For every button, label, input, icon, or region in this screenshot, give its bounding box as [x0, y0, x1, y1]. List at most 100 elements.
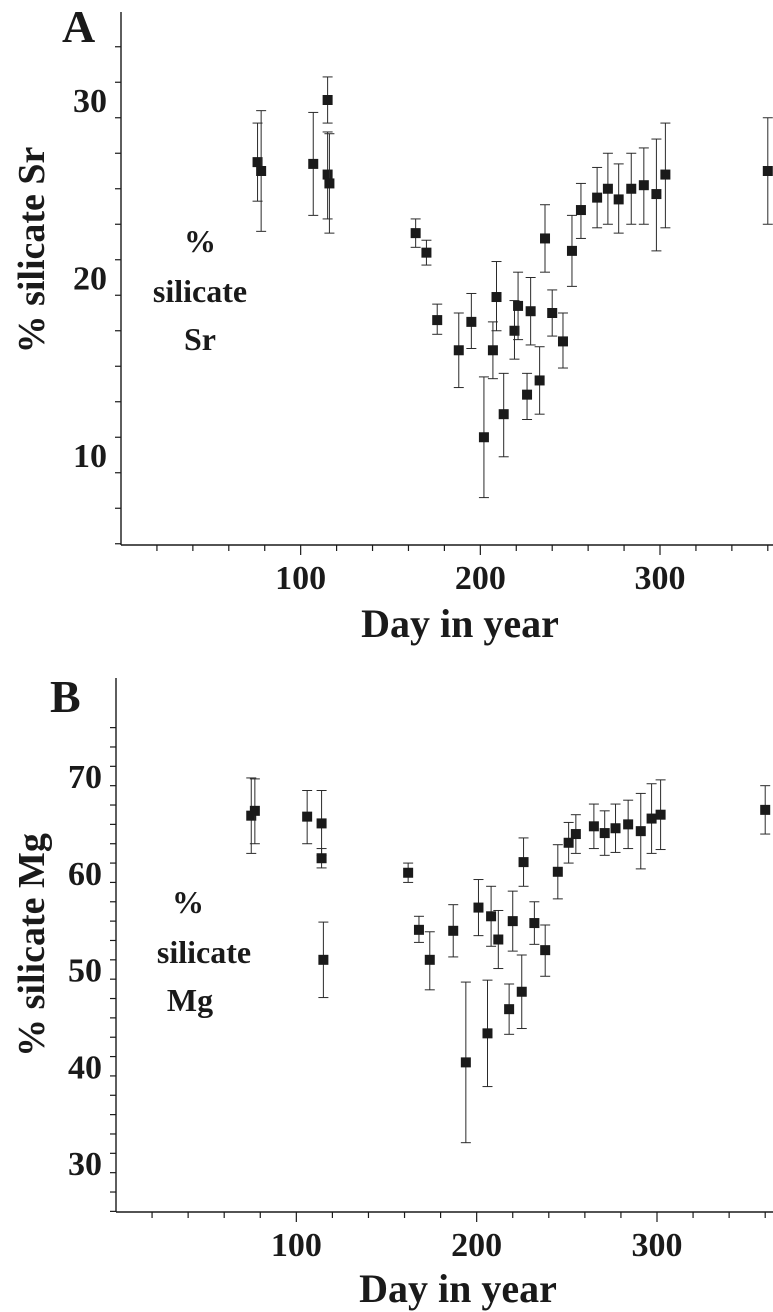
square-marker [413, 924, 424, 935]
square-marker [308, 158, 319, 169]
panel-a-x-tick-label: 200 [455, 560, 506, 597]
square-marker [602, 183, 613, 194]
panel-a-y-tick-label: 30 [73, 83, 107, 120]
panel-b-data-point [507, 890, 518, 952]
panel-b-annotation-line-3: Mg [167, 982, 213, 1018]
square-marker [613, 194, 624, 205]
panel-b-data-point [302, 790, 313, 845]
square-marker [534, 375, 545, 386]
square-marker [540, 233, 551, 244]
square-marker [509, 325, 520, 336]
panel-a-data-point [525, 277, 536, 346]
panel-b-data-point [403, 862, 414, 883]
square-marker [651, 189, 662, 200]
panel-b-x-tick-label: 300 [632, 1227, 683, 1264]
panel-b-data-point [760, 785, 771, 835]
panel-a-data-point [453, 312, 464, 389]
panel-a-annotation-line-1: % [184, 223, 216, 259]
panel-b-data-point [655, 779, 666, 851]
panel-b-data-point [413, 915, 424, 943]
panel-a-data-point [498, 372, 509, 458]
panel-a-label: A [62, 1, 95, 52]
panel-b-chart: B % silicate Mg Day in year % silicate M… [11, 671, 773, 1311]
panel-b-data-point [646, 783, 657, 854]
panel-b-data-point [482, 979, 493, 1088]
square-marker [525, 306, 536, 317]
square-marker [424, 954, 435, 965]
panel-a-data-point [421, 239, 432, 266]
square-marker [570, 829, 581, 840]
panel-a-data-point [478, 376, 489, 499]
panel-b-y-tick-label: 30 [68, 1146, 102, 1183]
panel-a-annotation-line-3: Sr [184, 321, 216, 357]
panel-b-annotation-line-1: % [172, 884, 204, 920]
panel-a-data-point [547, 289, 558, 337]
square-marker [638, 180, 649, 191]
panel-b-data-point [448, 904, 459, 958]
panel-b-data-point [318, 921, 329, 999]
panel-b-data-point [486, 885, 497, 947]
panel-b-data-point [504, 983, 515, 1035]
square-marker [518, 857, 529, 868]
panel-a-annotation-line-2: silicate [153, 273, 247, 309]
panel-a-x-tick-label: 100 [275, 560, 326, 597]
square-marker [491, 292, 502, 303]
square-marker [324, 178, 335, 189]
panel-a-data-point [660, 122, 671, 229]
panel-a-data-point [613, 163, 624, 234]
square-marker [635, 826, 646, 837]
panel-a-data-point [308, 111, 319, 216]
square-marker [256, 166, 267, 176]
square-marker [302, 811, 313, 822]
panel-a-y-tick-label: 10 [73, 438, 107, 475]
panel-a-data-point [540, 204, 551, 273]
panel-a-data-point [534, 346, 545, 415]
square-marker [487, 345, 498, 356]
panel-b-label: B [50, 671, 81, 722]
panel-b-data-point [529, 901, 540, 945]
panel-a-data-point [256, 110, 267, 232]
square-marker [655, 809, 666, 820]
square-marker [760, 804, 771, 815]
square-marker [478, 432, 489, 443]
square-marker [513, 300, 524, 311]
panel-b-data-point [516, 954, 527, 1030]
panel-a-x-axis-label: Day in year [361, 601, 559, 646]
square-marker [563, 837, 574, 848]
panel-b-data-point [552, 844, 563, 900]
panel-b-y-tick-label: 50 [68, 953, 102, 990]
panel-a-data-point [513, 271, 524, 341]
panel-b-x-axis-label: Day in year [359, 1266, 557, 1311]
square-marker [599, 828, 610, 839]
square-marker [762, 166, 773, 176]
panel-a-data-point [651, 138, 662, 252]
square-marker [473, 902, 484, 913]
square-marker [403, 867, 414, 878]
square-marker [498, 409, 509, 420]
panel-b-data-point [316, 790, 327, 856]
panel-b-data-point [610, 803, 621, 853]
panel-b-annotation-line-2: silicate [157, 934, 251, 970]
panel-b-data-point [570, 814, 581, 854]
square-marker [646, 813, 657, 824]
square-marker [453, 345, 464, 356]
square-marker [547, 308, 558, 318]
panel-a-data-point [466, 292, 477, 349]
square-marker [575, 205, 586, 216]
panel-b-data-point [460, 981, 471, 1144]
square-marker [504, 1004, 515, 1015]
square-marker [460, 1057, 471, 1068]
square-marker [540, 945, 551, 956]
square-marker [322, 169, 333, 180]
panel-b-data-point [518, 837, 529, 887]
panel-b-data-point [493, 909, 504, 970]
panel-a-data-point [762, 117, 773, 225]
square-marker [566, 245, 577, 256]
square-marker [318, 954, 329, 965]
panel-b-y-axis-label: % silicate Mg [11, 833, 53, 1057]
panel-a-data-point [410, 218, 421, 248]
panel-b-data-point [540, 924, 551, 977]
panel-a-data-point [602, 152, 613, 225]
square-marker [660, 169, 671, 180]
